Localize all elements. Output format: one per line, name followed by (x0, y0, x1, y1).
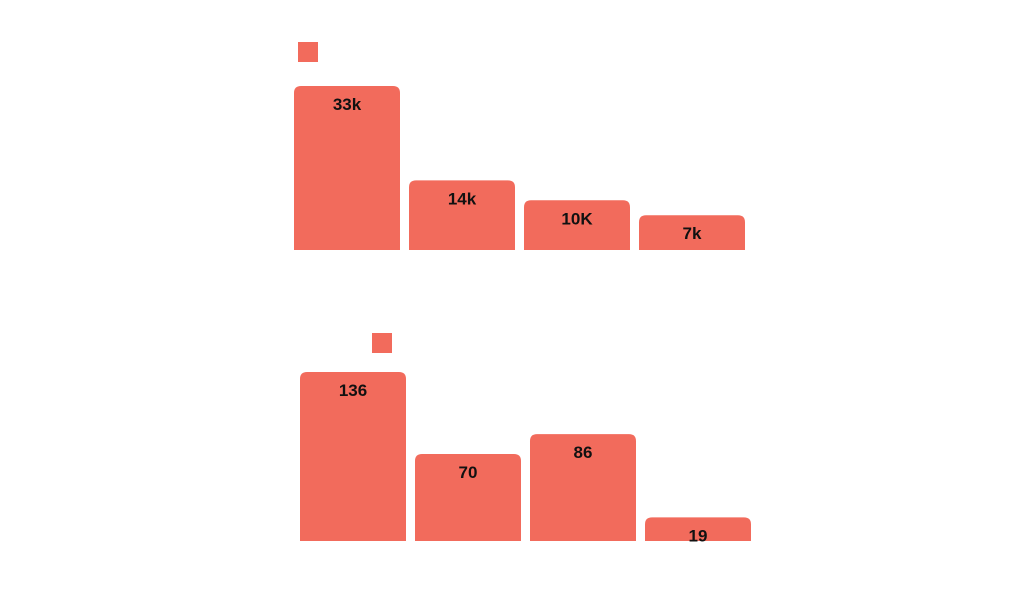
data-label: 136 (339, 381, 367, 400)
bar (294, 86, 400, 250)
data-label: 7k (683, 224, 702, 243)
bar (300, 372, 406, 541)
bar (415, 454, 521, 541)
bar-chart-1: 33k 14k 10K 7k (294, 42, 745, 250)
bar (645, 517, 751, 541)
data-label: 86 (574, 443, 593, 462)
legend-marker (298, 42, 318, 62)
bar-chart-2: 136 70 86 19 (300, 333, 751, 545)
bar (530, 434, 636, 541)
bar (524, 200, 630, 250)
bar (639, 215, 745, 250)
bar (409, 180, 515, 250)
legend-marker (372, 333, 392, 353)
data-label: 33k (333, 95, 362, 114)
data-label: 10K (561, 209, 593, 228)
data-label: 14k (448, 189, 477, 208)
data-label: 19 (689, 526, 708, 545)
data-label: 70 (459, 463, 478, 482)
